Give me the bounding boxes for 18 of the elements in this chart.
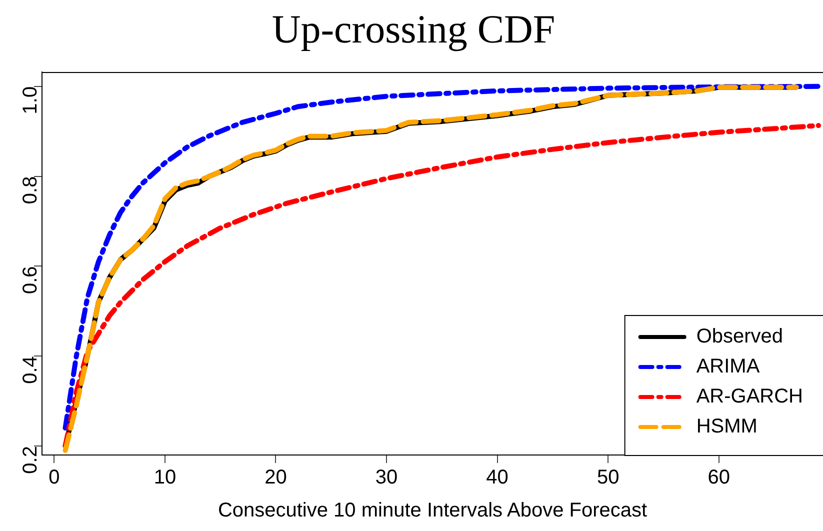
- legend-label: HSMM: [696, 416, 758, 438]
- legend-label: Observed: [696, 326, 784, 348]
- x-tick-label: 10: [154, 466, 176, 489]
- x-axis-title: Consecutive 10 minute Intervals Above Forecast: [218, 500, 648, 522]
- x-tick-label: 30: [375, 466, 398, 489]
- y-tick-label: 0.2: [20, 446, 42, 474]
- y-tick-label: 0.8: [20, 176, 42, 204]
- x-tick-label: 0: [48, 466, 60, 489]
- chart-title: Up-crossing CDF: [272, 6, 556, 52]
- legend-label: AR-GARCH: [696, 386, 803, 408]
- y-tick-label: 0.6: [20, 266, 42, 294]
- y-tick-label: 0.4: [20, 356, 42, 384]
- x-tick-label: 60: [708, 466, 730, 489]
- x-tick-label: 50: [596, 466, 620, 489]
- legend-label: ARIMA: [696, 356, 760, 378]
- x-tick-label: 20: [264, 466, 287, 489]
- x-tick-label: 40: [486, 466, 508, 489]
- y-tick-label: 1.0: [20, 86, 42, 114]
